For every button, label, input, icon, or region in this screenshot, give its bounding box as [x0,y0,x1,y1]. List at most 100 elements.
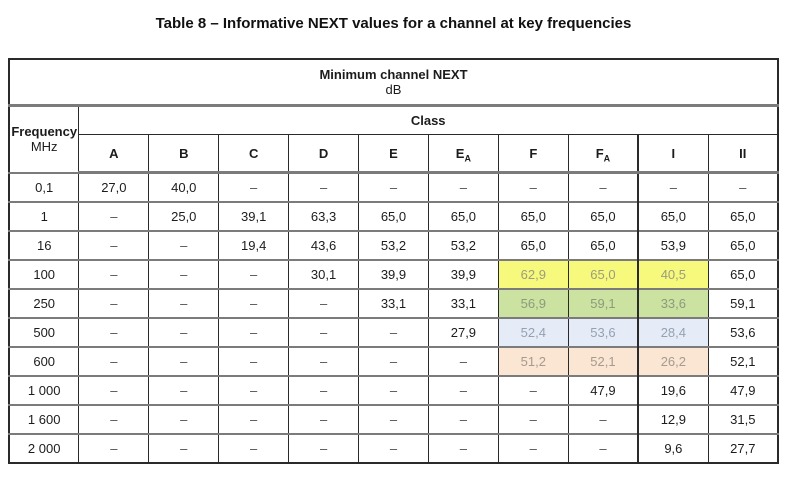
value-cell: 63,3 [288,201,359,231]
value-cell: 19,4 [218,230,289,260]
value-cell: 27,9 [427,317,499,347]
column-letters-row: A B C D E EA F FA I II [9,134,778,174]
table-row: 100– – –30,1 39,9 39,9 62,9 65,0 40,5 65,0 [8,259,778,289]
value-cell: 65,0 [637,201,709,231]
table-row: 1 000– – – – – – –47,9 19,6 47,9 [8,375,778,405]
column-header-D: D [288,134,359,174]
frequency-cell: 0,1 [8,171,79,202]
value-cell: 40,0 [148,171,219,202]
value-cell: 53,6 [707,317,778,347]
value-cell: – [427,404,499,434]
value-cell: 65,0 [497,201,569,231]
value-cell: 31,5 [707,404,778,434]
value-cell: 62,9 [497,259,569,289]
value-cell: – [358,433,429,463]
frequency-cell: 2 000 [8,433,79,463]
value-cell: – [78,375,149,405]
value-cell: – [288,346,359,376]
value-cell: – [427,433,499,463]
value-cell: 56,9 [497,288,569,318]
value-cell: 65,0 [567,259,639,289]
column-header-E: E [358,134,429,174]
value-cell: – [78,288,149,318]
frequency-header: Frequency MHz [8,105,79,173]
frequency-cell: 1 600 [8,404,79,434]
frequency-cell: 500 [8,317,79,347]
value-cell: 59,1 [707,288,778,318]
value-cell: – [148,259,219,289]
table-row: 250– – – –33,1 33,1 56,9 59,1 33,6 59,1 [8,288,778,318]
value-cell: – [358,317,429,347]
table-main-header: Minimum channel NEXT dB [8,59,778,107]
unit-label: dB [385,82,402,97]
value-cell: 47,9 [707,375,778,405]
value-cell: 65,0 [567,230,639,260]
value-cell: 33,1 [427,288,499,318]
value-cell: – [218,259,289,289]
table-row: 1–25,0 39,1 63,3 65,0 65,0 65,0 65,0 65,0 65,0 [8,201,778,231]
value-cell: – [427,171,499,202]
value-cell: – [78,433,149,463]
value-cell: 12,9 [637,404,709,434]
frequency-cell: 16 [8,230,79,260]
value-cell: 59,1 [567,288,639,318]
value-cell: – [288,433,359,463]
value-cell: – [288,288,359,318]
value-cell: 47,9 [567,375,639,405]
value-cell: – [78,230,149,260]
value-cell: 33,6 [637,288,709,318]
value-cell: 65,0 [358,201,429,231]
value-cell: – [78,317,149,347]
column-header-F: F [497,134,569,174]
main-header-row: Minimum channel NEXT dB [8,59,778,107]
class-header-row: Frequency MHz Class [8,105,778,173]
value-cell: 33,1 [358,288,429,318]
frequency-cell: 250 [8,288,79,318]
value-cell: – [218,346,289,376]
table-row: 2 000– – – – – – – –9,6 27,7 [8,433,778,463]
value-cell: 65,0 [567,201,639,231]
value-cell: – [78,404,149,434]
value-cell: – [218,171,289,202]
value-cell: – [358,171,429,202]
value-cell: 65,0 [707,201,778,231]
column-header-FA: FA [567,134,639,174]
value-cell: – [497,171,569,202]
frequency-cell: 1 000 [8,375,79,405]
value-cell: – [78,201,149,231]
value-cell: – [427,375,499,405]
frequency-cell: 1 [8,201,79,231]
value-cell: – [707,171,778,202]
column-header-I: I [637,134,709,174]
value-cell: – [358,375,429,405]
value-cell: 28,4 [637,317,709,347]
column-header-EA: EA [427,134,499,174]
value-cell: 30,1 [288,259,359,289]
value-cell: 19,6 [637,375,709,405]
value-cell: 51,2 [497,346,569,376]
value-cell: 39,9 [358,259,429,289]
value-cell: – [497,404,569,434]
value-cell: 39,9 [427,259,499,289]
value-cell: – [288,317,359,347]
value-cell: – [567,404,639,434]
value-cell: 53,9 [637,230,709,260]
value-cell: 65,0 [427,201,499,231]
value-cell: 39,1 [218,201,289,231]
value-cell: – [78,346,149,376]
value-cell: – [218,288,289,318]
value-cell: – [148,288,219,318]
next-values-table: Minimum channel NEXT dB Frequency MHz Cl… [8,58,779,464]
value-cell: – [567,171,639,202]
value-cell: 25,0 [148,201,219,231]
value-cell: 52,1 [707,346,778,376]
value-cell: – [218,317,289,347]
value-cell: 65,0 [707,230,778,260]
value-cell: – [288,404,359,434]
value-cell: 53,2 [358,230,429,260]
value-cell: – [497,433,569,463]
value-cell: 9,6 [637,433,709,463]
value-cell: – [218,433,289,463]
table-row: 600– – – – – –51,2 52,1 26,2 52,1 [8,346,778,376]
